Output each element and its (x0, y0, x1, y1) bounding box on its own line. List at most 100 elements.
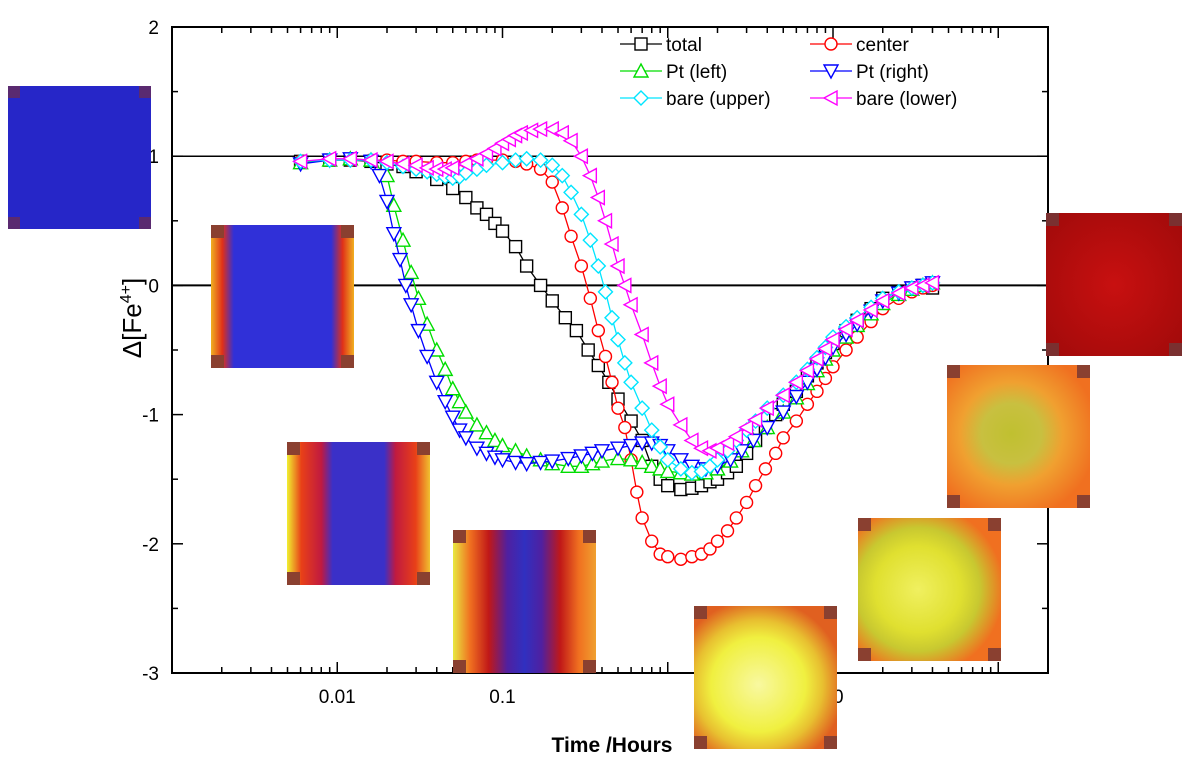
data-point (378, 153, 394, 170)
data-point (672, 416, 688, 434)
data-point (816, 340, 833, 357)
legend-marker (822, 89, 838, 107)
data-point (634, 400, 651, 417)
x-tick-label: 0.1 (489, 687, 515, 708)
data-point (674, 482, 688, 497)
data-point (589, 189, 606, 206)
data-point (739, 495, 754, 510)
data-point (609, 257, 625, 275)
data-point (775, 405, 792, 421)
data-point (385, 227, 403, 243)
data-point (633, 453, 651, 470)
data-point (719, 434, 735, 452)
data-point (788, 389, 805, 405)
legend-marker (822, 64, 840, 80)
data-point (837, 321, 853, 338)
data-point (582, 232, 599, 249)
data-point (444, 380, 461, 396)
y-axis-title-main: Δ[Fe (117, 303, 147, 358)
y-tick-label: 2 (148, 18, 159, 39)
data-point (459, 190, 473, 205)
data-point (661, 478, 675, 493)
data-point (391, 252, 409, 269)
data-point (789, 414, 804, 428)
inset-images (8, 86, 1182, 749)
data-point (609, 441, 627, 457)
data-point (397, 278, 414, 294)
y-tick-label: -3 (142, 664, 159, 685)
data-point (710, 534, 725, 548)
data-point (584, 446, 601, 462)
data-point (574, 259, 589, 273)
data-point (544, 454, 561, 470)
data-point (555, 201, 569, 215)
data-point (862, 301, 878, 319)
data-point (593, 444, 611, 460)
data-point (598, 349, 613, 364)
legend-label: Pt (right) (856, 62, 929, 83)
data-point (903, 279, 919, 297)
data-point (437, 394, 454, 411)
data-point (839, 343, 853, 357)
data-point (774, 387, 790, 404)
data-point (609, 450, 627, 466)
data-point (622, 296, 638, 313)
data-point (659, 396, 675, 413)
data-point (643, 457, 660, 473)
legend-item: center (810, 35, 909, 56)
data-point (590, 258, 607, 275)
data-point (622, 451, 640, 467)
data-point (418, 349, 436, 365)
data-point (494, 154, 511, 171)
data-point (494, 453, 511, 469)
data-point (508, 239, 523, 254)
inset-map-3 (287, 442, 430, 585)
data-point (593, 452, 611, 468)
data-point (759, 420, 776, 436)
data-point (410, 323, 427, 340)
data-point (616, 277, 632, 294)
data-point (661, 550, 675, 564)
data-point (604, 309, 621, 326)
y-tick-label: 0 (148, 276, 159, 297)
data-point (519, 259, 534, 273)
data-point (745, 433, 762, 449)
data-point (378, 194, 396, 210)
data-point (581, 343, 595, 357)
data-point (341, 150, 358, 167)
data-point (729, 511, 744, 525)
y-tick-label: 1 (148, 147, 159, 168)
data-point (630, 485, 644, 499)
data-point (394, 155, 410, 173)
legend-marker (633, 90, 649, 106)
data-point (618, 420, 632, 435)
y-axis-title: Δ[Fe4+] (117, 278, 147, 358)
data-point (321, 150, 337, 167)
data-point (635, 511, 649, 525)
data-point (507, 455, 524, 471)
data-point (738, 419, 754, 436)
legend-item: Pt (right) (810, 62, 929, 83)
data-point (890, 284, 906, 302)
data-point (457, 403, 475, 419)
data-point (428, 375, 445, 391)
data-point (362, 151, 378, 169)
legend-marker (634, 37, 648, 51)
data-point (776, 431, 790, 445)
data-point (597, 212, 613, 229)
data-point (457, 155, 473, 173)
data-point (610, 331, 626, 348)
data-point (633, 436, 651, 452)
data-point (850, 330, 864, 344)
data-point (486, 431, 504, 448)
data-point (748, 478, 763, 493)
data-point (583, 291, 598, 306)
data-point (572, 148, 589, 165)
data-point (292, 153, 308, 170)
series-layer (292, 120, 941, 567)
data-point (747, 411, 763, 428)
legend-item: Pt (left) (620, 62, 727, 83)
y-axis-title-sup: 4+ (118, 285, 135, 303)
data-point (874, 292, 890, 310)
data-point (581, 167, 598, 184)
